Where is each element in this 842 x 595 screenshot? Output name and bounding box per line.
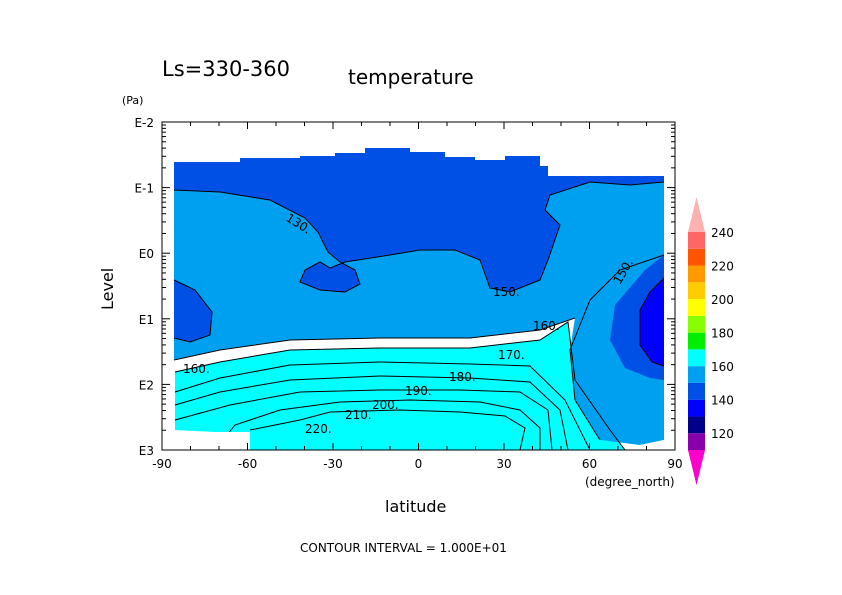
x-axis-label: latitude (385, 497, 446, 516)
mask-bottom-left (174, 430, 250, 450)
contour-line-170 (174, 361, 591, 450)
x-tick-label: 90 (667, 457, 682, 471)
colorbar-segment (688, 366, 705, 383)
contour-line-180 (174, 375, 569, 450)
colorbar-segment (688, 382, 705, 400)
contour-lines (173, 181, 665, 450)
x-tick-label: 60 (582, 457, 597, 471)
x-tick-label: -30 (323, 457, 343, 471)
fill-160-170 (175, 322, 625, 450)
colorbar-segment (688, 299, 705, 316)
contour-label-200: 200. (372, 398, 399, 412)
colorbar-label: 240 (711, 226, 734, 240)
y-unit-label: (Pa) (122, 94, 143, 107)
y-tick-label: E2 (139, 378, 154, 392)
colorbar: 120 140 160 180 200 220 240 (688, 197, 734, 485)
contour-label-170: 170. (498, 348, 525, 362)
contour-label-160a: 160. (533, 319, 560, 333)
colorbar-segment (688, 433, 705, 450)
colorbar-segment (688, 416, 705, 434)
y-tick-label: E-2 (134, 116, 154, 130)
colorbar-segment (688, 399, 705, 417)
colorbar-arrow-high (688, 197, 705, 232)
contour-line-130 (173, 181, 665, 293)
colorbar-segment (688, 332, 705, 350)
chart-title: temperature (348, 65, 474, 89)
contour-line-200 (214, 399, 541, 450)
contour-label-group: 130. 150. 150. 160. 160. 170. 180. 190. … (183, 211, 636, 436)
contour-label-160b: 160. (183, 362, 210, 376)
colorbar-segment (688, 349, 705, 367)
colorbar-label: 200 (711, 293, 734, 307)
colorbar-arrow-low (688, 450, 705, 485)
colorbar-segment (688, 248, 705, 266)
y-axis-label: Level (98, 268, 117, 310)
colorbar-label: 160 (711, 360, 734, 374)
contour-label-210: 210. (345, 408, 372, 422)
colorbar-segment (688, 265, 705, 283)
colorbar-segment (688, 232, 705, 249)
contour-line-190 (174, 389, 553, 450)
y-axis: E-2 E-1 E0 E1 E2 E3 (134, 116, 675, 458)
colorbar-segment (688, 282, 705, 300)
contour-interval-footer: CONTOUR INTERVAL = 1.000E+01 (300, 541, 507, 555)
y-tick-label: E1 (139, 313, 154, 327)
contour-label-150a: 150. (493, 285, 520, 299)
contour-line-left-blob (173, 279, 213, 343)
contour-line-160 (174, 321, 626, 450)
contour-fills (175, 322, 625, 450)
colorbar-label: 180 (711, 327, 734, 341)
colorbar-label: 220 (711, 260, 734, 274)
contour-fills-cold (174, 148, 664, 445)
x-tick-label: -60 (238, 457, 258, 471)
contour-label-190: 190. (405, 384, 432, 398)
contour-line-150b (569, 254, 665, 441)
contour-label-180: 180. (449, 370, 476, 384)
fill-left-blob (174, 280, 212, 342)
x-axis: -90 -60 -30 0 30 60 90 (152, 122, 683, 471)
colorbar-segment (688, 315, 705, 333)
x-tick-label: -90 (152, 457, 172, 471)
colorbar-label: 120 (711, 427, 734, 441)
fill-140-150 (174, 148, 664, 292)
contour-line-150 (173, 317, 576, 361)
y-tick-label: E3 (139, 444, 154, 458)
y-tick-label: E-1 (134, 182, 154, 196)
x-tick-label: 0 (415, 457, 423, 471)
contour-line-210 (249, 409, 526, 450)
x-tick-label: 30 (496, 457, 511, 471)
contour-line-right (639, 277, 665, 367)
x-unit-label: (degree_north) (585, 475, 675, 489)
y-tick-label: E0 (139, 247, 154, 261)
mask-bottom-right (625, 440, 674, 450)
chart-title-left: Ls=330-360 (162, 57, 290, 81)
contour-label-220: 220. (305, 422, 332, 436)
colorbar-label: 140 (711, 394, 734, 408)
